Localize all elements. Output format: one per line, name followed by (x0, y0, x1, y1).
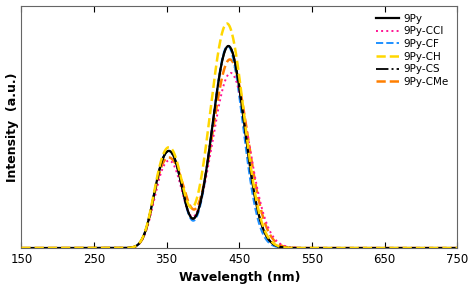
Y-axis label: Intensity  (a.u.): Intensity (a.u.) (6, 72, 18, 182)
X-axis label: Wavelength (nm): Wavelength (nm) (179, 271, 300, 284)
Legend: 9Py, 9Py-CCl, 9Py-CF, 9Py-CH, 9Py-CS, 9Py-CMe: 9Py, 9Py-CCl, 9Py-CF, 9Py-CH, 9Py-CS, 9P… (373, 11, 452, 90)
